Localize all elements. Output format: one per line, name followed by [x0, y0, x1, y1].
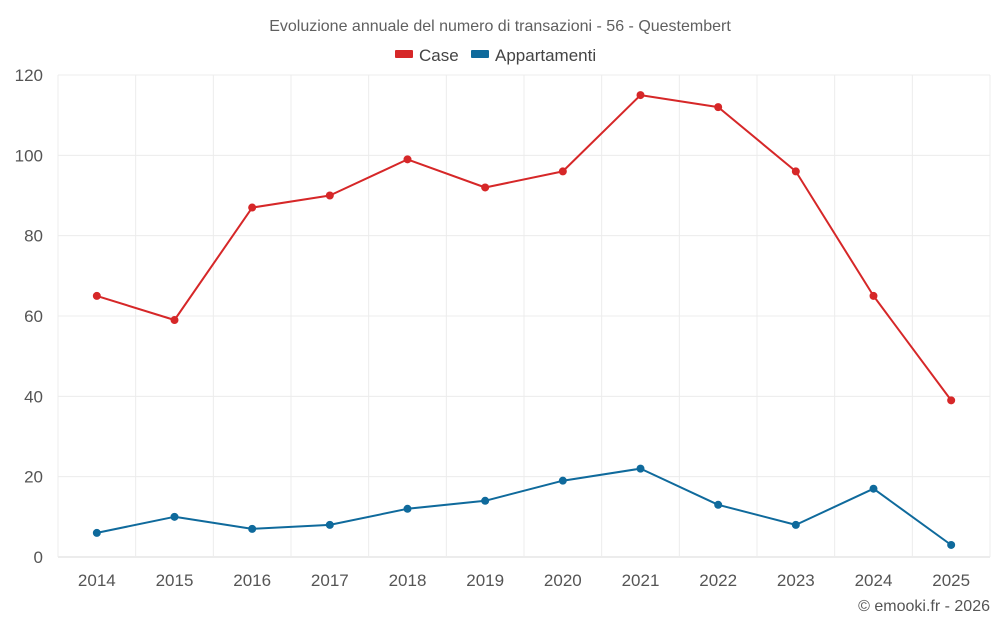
y-tick-label: 60 — [24, 307, 43, 326]
credit-text: © emooki.fr - 2026 — [858, 598, 990, 615]
y-tick-label: 120 — [15, 66, 43, 85]
x-tick-label: 2016 — [233, 571, 271, 590]
chart-title: Evoluzione annuale del numero di transaz… — [269, 18, 731, 35]
legend: Case Appartamenti — [395, 46, 596, 65]
series-case — [92, 91, 956, 405]
y-tick-label: 40 — [24, 387, 43, 406]
series-line-case — [96, 94, 953, 401]
data-point-case[interactable] — [869, 291, 878, 300]
gridlines — [57, 74, 991, 558]
x-tick-label: 2014 — [78, 571, 116, 590]
y-tick-label: 80 — [24, 227, 43, 246]
x-tick-label: 2025 — [932, 571, 970, 590]
data-point-appartamenti[interactable] — [403, 504, 412, 513]
legend-swatch-case — [395, 50, 413, 58]
data-point-case[interactable] — [791, 167, 800, 176]
y-tick-label: 100 — [15, 146, 43, 165]
x-tick-label: 2019 — [466, 571, 504, 590]
data-point-case[interactable] — [558, 167, 567, 176]
data-point-appartamenti[interactable] — [92, 528, 101, 537]
data-point-appartamenti[interactable] — [714, 500, 723, 509]
x-tick-label: 2023 — [777, 571, 815, 590]
data-point-appartamenti[interactable] — [558, 476, 567, 485]
x-tick-label: 2022 — [699, 571, 737, 590]
x-tick-label: 2024 — [855, 571, 893, 590]
data-point-case[interactable] — [714, 103, 723, 112]
x-tick-label: 2018 — [389, 571, 427, 590]
y-tick-label: 0 — [34, 548, 43, 567]
data-point-case[interactable] — [170, 316, 179, 325]
x-tick-label: 2020 — [544, 571, 582, 590]
data-point-appartamenti[interactable] — [636, 464, 645, 473]
y-axis-ticks: 0 20 40 60 80 100 120 — [15, 66, 43, 567]
data-point-appartamenti[interactable] — [869, 484, 878, 493]
data-point-case[interactable] — [481, 183, 490, 192]
legend-swatch-appartamenti — [471, 50, 489, 58]
x-axis-ticks: 2014 2015 2016 2017 2018 2019 2020 2021 2022 2023… — [78, 571, 970, 590]
data-point-case[interactable] — [947, 396, 956, 405]
legend-label-appartamenti: Appartamenti — [495, 46, 596, 65]
legend-item-appartamenti[interactable]: Appartamenti — [471, 46, 596, 65]
data-point-appartamenti[interactable] — [481, 496, 490, 505]
legend-label-case: Case — [419, 46, 459, 65]
x-tick-label: 2017 — [311, 571, 349, 590]
data-point-case[interactable] — [636, 91, 645, 100]
legend-item-case[interactable]: Case — [395, 46, 459, 65]
series-appartamenti — [92, 464, 956, 549]
series-lines — [92, 91, 956, 549]
data-point-appartamenti[interactable] — [248, 524, 257, 533]
data-point-appartamenti[interactable] — [325, 520, 334, 529]
data-point-appartamenti[interactable] — [170, 512, 179, 521]
x-tick-label: 2015 — [156, 571, 194, 590]
data-point-appartamenti[interactable] — [791, 520, 800, 529]
y-tick-label: 20 — [24, 468, 43, 487]
x-tick-label: 2021 — [622, 571, 660, 590]
series-line-appartamenti — [96, 467, 952, 546]
data-point-case[interactable] — [92, 291, 101, 300]
data-point-case[interactable] — [248, 203, 257, 212]
data-point-appartamenti[interactable] — [947, 540, 956, 549]
data-point-case[interactable] — [325, 191, 334, 200]
data-point-case[interactable] — [403, 155, 412, 164]
